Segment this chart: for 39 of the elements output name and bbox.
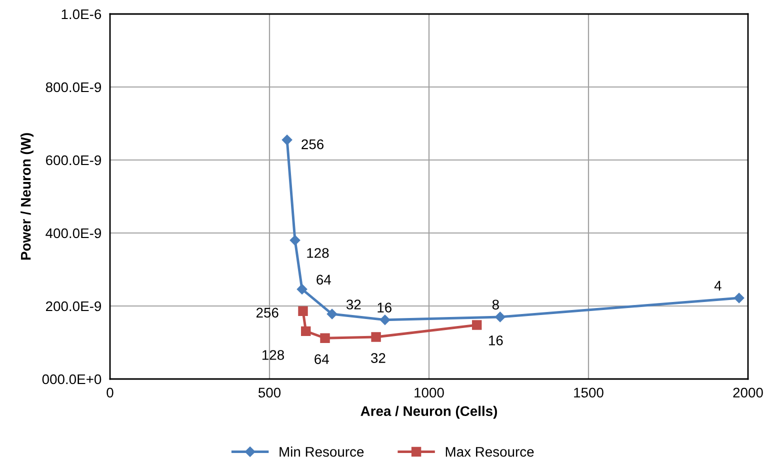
y-tick-label: 000.0E+0 — [42, 374, 102, 384]
point — [301, 326, 311, 336]
annotation: 4 — [714, 280, 722, 290]
x-tick-label: 2000 — [733, 388, 763, 398]
y-tick-label: 400.0E-9 — [46, 228, 102, 238]
point — [326, 308, 338, 320]
annotation: 32 — [371, 353, 386, 363]
point — [282, 134, 292, 146]
x-axis-title: Area / Neuron (Cells) — [360, 406, 497, 419]
y-tick-label: 200.0E-9 — [46, 301, 102, 312]
annotation: 16 — [489, 336, 503, 346]
y-tick-label: 600.0E-9 — [46, 155, 102, 166]
annotation: 16 — [378, 302, 392, 312]
x-tick-label: 1500 — [574, 388, 604, 398]
y-axis-title: Power / Neuron (W) — [20, 133, 34, 260]
annotation: 128 — [262, 350, 284, 360]
annotation: 8 — [492, 300, 499, 310]
annotation: 256 — [302, 139, 324, 150]
point — [380, 314, 390, 325]
y-tick-label: 1.0E-6 — [62, 9, 102, 20]
legend-label: Max Resource — [446, 447, 534, 457]
annotation: 64 — [314, 354, 329, 364]
point — [495, 312, 506, 322]
x-tick-label: 0 — [106, 388, 114, 398]
x-tick-label: 1000 — [414, 388, 444, 398]
annotation: 32 — [346, 300, 361, 310]
annotation: 128 — [307, 248, 329, 258]
y-tick-label: 800.0E-9 — [46, 82, 102, 92]
point — [296, 284, 308, 294]
legend-label: Min Resource — [280, 446, 364, 457]
annotation: 64 — [316, 274, 331, 285]
point — [472, 320, 482, 330]
point — [734, 292, 744, 304]
point — [320, 333, 330, 343]
annotation: 256 — [256, 308, 278, 318]
x-tick-label: 500 — [258, 388, 281, 398]
point — [298, 306, 308, 316]
point — [290, 235, 300, 246]
point — [371, 332, 381, 342]
